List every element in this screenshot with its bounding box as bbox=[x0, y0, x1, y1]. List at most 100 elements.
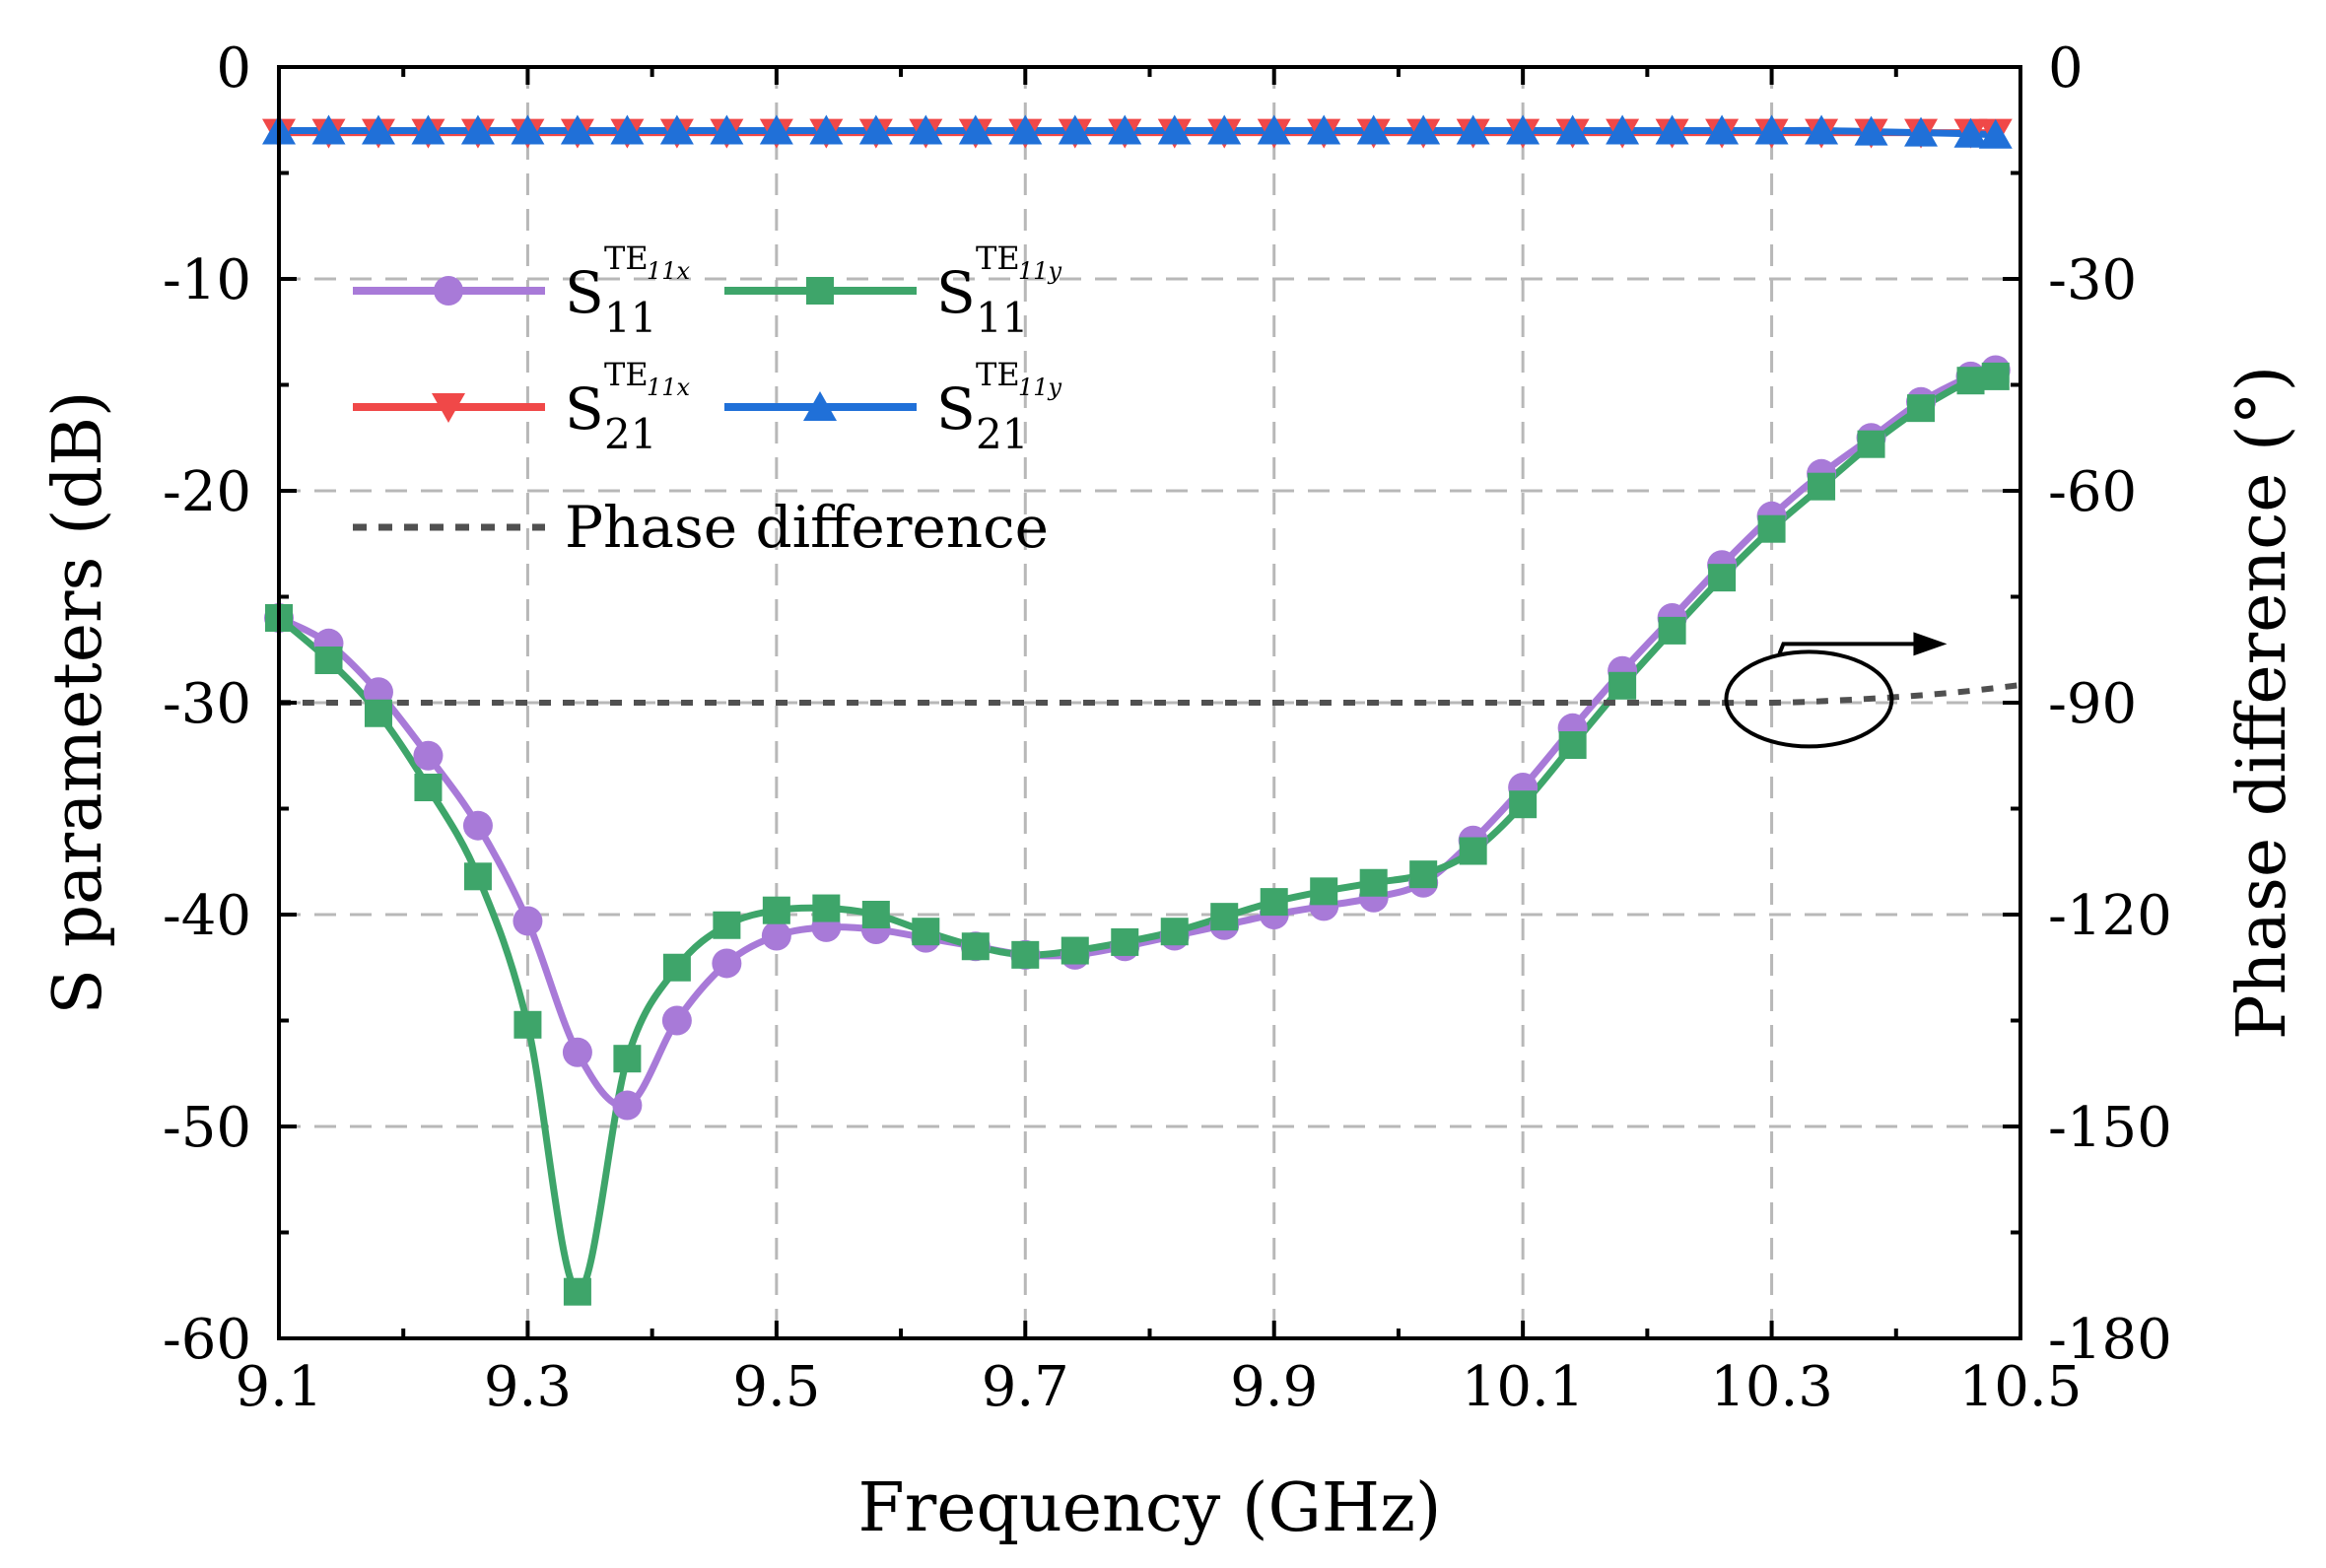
point-s11y bbox=[1658, 616, 1686, 645]
x-tick-label: 9.7 bbox=[982, 1355, 1069, 1419]
y-tick-label: -20 bbox=[163, 460, 251, 524]
y2-tick-label: -180 bbox=[2048, 1308, 2172, 1372]
legend-label-base: S bbox=[936, 375, 976, 443]
x-tick-label: 10.5 bbox=[1959, 1355, 2083, 1419]
x-tick-label: 9.9 bbox=[1230, 1355, 1318, 1419]
x-tick-label: 10.1 bbox=[1462, 1355, 1585, 1419]
point-s21y bbox=[511, 114, 545, 145]
point-s21y bbox=[1754, 114, 1789, 145]
point-s21y bbox=[610, 114, 645, 145]
annotation-arrow-line bbox=[1777, 642, 1918, 655]
point-s11x bbox=[513, 906, 543, 936]
point-s11y bbox=[1011, 940, 1040, 969]
point-s21y bbox=[411, 114, 445, 145]
y-tick-label: -40 bbox=[163, 884, 251, 948]
point-s21y bbox=[710, 114, 744, 145]
y-tick-label: -60 bbox=[163, 1308, 251, 1372]
series-line-s11x bbox=[277, 367, 1997, 1110]
point-s11y bbox=[563, 1277, 591, 1306]
point-s21y bbox=[858, 114, 893, 145]
point-s21y bbox=[1854, 115, 1888, 146]
point-s21y bbox=[1008, 114, 1043, 145]
point-s11y bbox=[513, 1010, 542, 1039]
point-s11y bbox=[1260, 888, 1288, 917]
point-s21y bbox=[1655, 114, 1689, 145]
point-s11y bbox=[812, 894, 841, 922]
point-s11y bbox=[1359, 868, 1388, 897]
legend-swatch-marker bbox=[803, 391, 837, 421]
point-s11y bbox=[1808, 472, 1836, 501]
legend-label-sup-sub: 11y bbox=[1018, 257, 1062, 285]
point-s21y bbox=[1257, 114, 1291, 145]
legend-label-sub: 21 bbox=[976, 410, 1028, 458]
tick-labels: 9.1 9.3 9.5 9.7 9.9 10.1 10.3 10.5 0 -10 -20 -30 -40… bbox=[163, 36, 2172, 1419]
legend-label-sup-sub: 11y bbox=[1018, 374, 1062, 401]
point-s21y bbox=[1406, 114, 1441, 145]
point-s11y bbox=[961, 932, 990, 961]
point-s21y bbox=[809, 114, 844, 145]
series-line-phase bbox=[279, 682, 2021, 707]
point-s21y bbox=[1904, 116, 1939, 147]
point-s11y bbox=[1907, 394, 1936, 423]
point-s21y bbox=[1705, 114, 1740, 145]
legend-label-base: S bbox=[565, 375, 604, 443]
legend-label-sup: TE bbox=[604, 356, 649, 393]
point-s11y bbox=[713, 911, 741, 939]
legend-label-sup-sub: 11x bbox=[647, 374, 691, 401]
x-tick-label: 10.3 bbox=[1710, 1355, 1833, 1419]
point-s11y bbox=[861, 901, 890, 928]
point-s11y bbox=[1160, 918, 1189, 946]
point-s11y bbox=[1558, 731, 1587, 759]
y2-tick-label: -120 bbox=[2048, 884, 2172, 948]
point-s21y bbox=[909, 114, 943, 145]
point-s11y bbox=[1210, 903, 1239, 931]
point-s11y bbox=[1956, 367, 1985, 395]
point-s21y bbox=[1058, 114, 1092, 145]
point-s21y bbox=[1506, 114, 1540, 145]
point-s21y bbox=[1555, 114, 1590, 145]
point-s11x bbox=[413, 740, 444, 771]
y2-tick-label: -60 bbox=[2048, 460, 2137, 524]
point-s21y bbox=[1978, 118, 2013, 149]
point-s21y bbox=[1953, 117, 1988, 148]
point-s21y bbox=[1805, 114, 1839, 145]
point-s11x bbox=[562, 1037, 592, 1067]
point-s11y bbox=[762, 896, 790, 924]
legend-label-sub: 11 bbox=[976, 294, 1028, 342]
point-s11y bbox=[1509, 790, 1538, 819]
y2-axis-title: Phase difference (°) bbox=[2223, 366, 2301, 1040]
y-axis-title: S parameters (dB) bbox=[39, 390, 117, 1014]
series-markers bbox=[262, 114, 2013, 1306]
y-tick-label: -50 bbox=[163, 1096, 251, 1160]
point-s21y bbox=[1356, 114, 1391, 145]
point-s11x bbox=[612, 1090, 643, 1121]
legend-swatch-marker bbox=[432, 393, 465, 423]
point-s11y bbox=[1310, 877, 1338, 906]
point-s11y bbox=[613, 1045, 642, 1073]
point-s11y bbox=[1981, 362, 2010, 390]
point-s11y bbox=[1757, 514, 1786, 543]
y-tick-label: -10 bbox=[163, 248, 251, 312]
legend-label-phase: Phase difference bbox=[565, 494, 1049, 561]
point-s21y bbox=[958, 114, 992, 145]
x-tick-label: 9.1 bbox=[235, 1355, 322, 1419]
point-s11y bbox=[912, 918, 940, 946]
point-s21y bbox=[659, 114, 694, 145]
point-s21y bbox=[460, 114, 495, 145]
y2-tick-label: -90 bbox=[2048, 672, 2137, 736]
point-s11y bbox=[1708, 564, 1737, 592]
point-s11x bbox=[462, 810, 493, 841]
x-tick-label: 9.3 bbox=[484, 1355, 572, 1419]
x-tick-label: 9.5 bbox=[732, 1355, 820, 1419]
point-s11y bbox=[414, 774, 443, 801]
point-s21y bbox=[1207, 114, 1242, 145]
axis-ticks bbox=[277, 65, 2022, 1340]
legend-label-base: S bbox=[936, 259, 976, 326]
phase-annotation bbox=[1724, 632, 1948, 749]
point-s21y bbox=[1108, 114, 1142, 145]
x-axis-title: Frequency (GHz) bbox=[858, 1469, 1442, 1547]
point-s11y bbox=[1409, 860, 1438, 889]
point-s21y bbox=[759, 114, 793, 145]
